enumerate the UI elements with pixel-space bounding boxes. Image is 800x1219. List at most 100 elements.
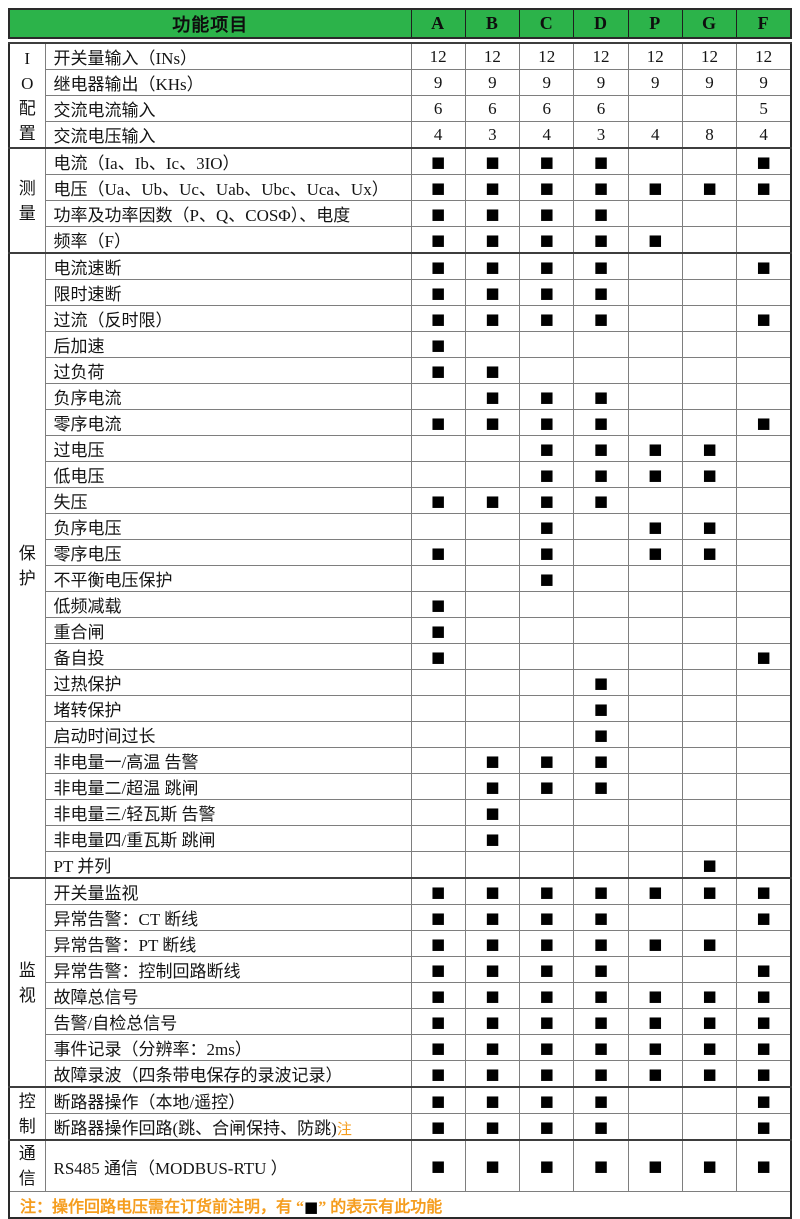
feature-value-cell xyxy=(736,825,792,852)
feature-value-cell xyxy=(519,617,575,644)
feature-label-text: 功率及功率因数（P、Q、COSΦ）、电度 xyxy=(53,206,351,225)
feature-mark-cell: ■ xyxy=(519,435,575,462)
feature-mark-cell: ■ xyxy=(681,461,738,488)
filled-square-mark: ■ xyxy=(431,361,446,380)
feature-value-cell xyxy=(519,331,575,358)
filled-square-mark: ■ xyxy=(431,491,446,510)
feature-label: 零序电压 xyxy=(44,539,412,566)
filled-square-mark: ■ xyxy=(485,1157,500,1175)
feature-value-cell xyxy=(627,200,683,227)
feature-mark-cell: ■ xyxy=(573,773,629,800)
feature-label: 功率及功率因数（P、Q、COSΦ）、电度 xyxy=(44,200,412,227)
filled-square-mark: ■ xyxy=(648,543,663,562)
filled-square-mark: ■ xyxy=(756,1157,771,1175)
table-row: 故障录波（四条带电保存的录波记录） ■ ■ ■ ■ ■ ■ ■ xyxy=(9,1060,792,1088)
filled-square-mark: ■ xyxy=(756,647,771,666)
feature-value-cell xyxy=(627,357,683,384)
feature-mark-cell: ■ xyxy=(519,174,575,201)
filled-square-mark: ■ xyxy=(431,335,446,354)
feature-value-cell xyxy=(410,435,466,462)
feature-value-cell xyxy=(736,383,792,410)
feature-mark-cell: ■ xyxy=(519,1060,575,1088)
filled-square-mark: ■ xyxy=(593,1157,609,1175)
feature-label-text: 电流（Ia、Ib、Ic、3IO） xyxy=(53,154,240,173)
group-label-comm: 通 信 xyxy=(8,1139,46,1192)
filled-square-mark: ■ xyxy=(593,725,609,744)
filled-square-mark: ■ xyxy=(593,777,609,796)
feature-value-cell xyxy=(681,305,738,332)
filled-square-mark: ■ xyxy=(593,257,609,276)
feature-label: 交流电压输入 xyxy=(44,121,412,149)
column-header-G: G xyxy=(681,8,738,39)
feature-mark-cell: ■ xyxy=(410,174,466,201)
feature-label: 限时速断 xyxy=(44,279,412,306)
filled-square-mark: ■ xyxy=(485,1012,500,1031)
feature-value-cell: 5 xyxy=(736,95,792,122)
filled-square-mark: ■ xyxy=(485,803,500,822)
filled-square-mark: ■ xyxy=(485,152,500,171)
feature-label: 告警/自检总信号 xyxy=(44,1008,412,1035)
feature-value-cell xyxy=(681,147,738,175)
feature-value-cell xyxy=(627,721,683,748)
feature-mark-cell: ■ xyxy=(519,539,575,566)
group-label-protect: 保 护 xyxy=(8,252,46,879)
feature-mark-cell: ■ xyxy=(519,513,575,540)
feature-label: 零序电流 xyxy=(44,409,412,436)
feature-value-cell xyxy=(573,825,629,852)
filled-square-mark: ■ xyxy=(648,1157,663,1175)
feature-mark-cell: ■ xyxy=(681,851,738,879)
feature-label: 低频减载 xyxy=(44,591,412,618)
feature-value-cell xyxy=(410,747,466,774)
feature-value-cell: 12 xyxy=(736,42,792,70)
feature-value-cell xyxy=(627,851,683,879)
filled-square-mark: ■ xyxy=(431,908,446,927)
table-row: I O 配 置开关量输入（INs） 12 12 12 12 12 12 12 xyxy=(8,42,792,149)
feature-mark-cell: ■ xyxy=(627,539,683,566)
filled-square-mark: ■ xyxy=(648,1038,663,1057)
feature-value-cell xyxy=(736,721,792,748)
feature-label-text: 电流速断 xyxy=(53,259,122,278)
feature-label-text: 过负荷 xyxy=(53,363,105,382)
feature-value-cell: 4 xyxy=(410,121,466,149)
feature-mark-cell: ■ xyxy=(519,200,575,227)
feature-mark-cell: ■ xyxy=(519,305,575,332)
feature-mark-cell: ■ xyxy=(573,383,629,410)
feature-mark-cell: ■ xyxy=(464,305,521,332)
feature-value-cell: 6 xyxy=(573,95,629,122)
feature-value-cell xyxy=(464,461,521,488)
filled-square-mark: ■ xyxy=(648,1064,663,1083)
feature-value-cell xyxy=(464,617,521,644)
filled-square-mark: ■ xyxy=(593,491,609,510)
feature-mark-cell: ■ xyxy=(681,435,738,462)
filled-square-mark: ■ xyxy=(539,204,554,223)
feature-mark-cell: ■ xyxy=(573,982,629,1009)
feature-mark-cell: ■ xyxy=(736,643,792,670)
feature-value-cell xyxy=(627,773,683,800)
feature-mark-cell: ■ xyxy=(736,174,792,201)
filled-square-mark: ■ xyxy=(648,1012,663,1031)
feature-value-cell xyxy=(573,591,629,618)
feature-label-text: 断路器操作回路(跳、合闸保持、防跳) xyxy=(53,1119,337,1138)
table-row: 交流电流输入 6 6 6 6 5 xyxy=(9,95,792,122)
filled-square-mark: ■ xyxy=(431,1064,446,1083)
filled-square-mark: ■ xyxy=(702,439,717,458)
feature-value-cell xyxy=(736,773,792,800)
filled-square-mark: ■ xyxy=(539,413,554,432)
feature-mark-cell: ■ xyxy=(519,956,575,983)
filled-square-mark: ■ xyxy=(485,751,500,770)
feature-mark-cell: ■ xyxy=(410,1060,466,1088)
feature-value-cell xyxy=(464,539,521,566)
filled-square-mark: ■ xyxy=(593,1117,609,1136)
feature-mark-cell: ■ xyxy=(410,956,466,983)
filled-square-mark: ■ xyxy=(648,986,663,1005)
feature-value-cell xyxy=(410,773,466,800)
filled-square-mark: ■ xyxy=(702,1064,717,1083)
feature-mark-cell: ■ xyxy=(627,435,683,462)
feature-mark-cell: ■ xyxy=(410,1008,466,1035)
filled-square-mark: ■ xyxy=(431,309,446,328)
feature-mark-cell: ■ xyxy=(519,487,575,514)
feature-mark-cell: ■ xyxy=(736,1034,792,1061)
filled-square-mark: ■ xyxy=(593,673,609,692)
feature-mark-cell: ■ xyxy=(519,147,575,175)
feature-mark-cell: ■ xyxy=(736,1139,792,1192)
